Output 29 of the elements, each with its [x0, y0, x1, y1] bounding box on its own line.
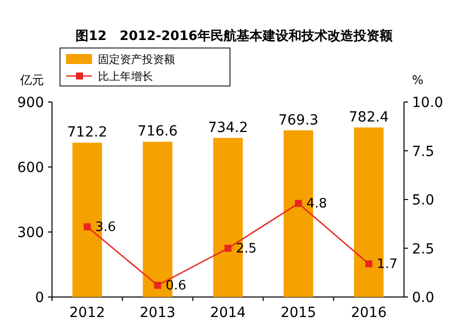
data-label: 782.4: [348, 109, 389, 126]
point: [154, 282, 162, 289]
legend-label: 比上年增长: [98, 70, 153, 83]
x-tick-label: 2013: [140, 305, 176, 321]
point: [294, 200, 302, 207]
data-label: 769.3: [278, 112, 318, 128]
y2-tick-label: 7.5: [412, 144, 434, 160]
legend-label: 固定资产投资额: [98, 53, 175, 66]
y-tick-label: 0: [35, 290, 44, 306]
point: [84, 223, 91, 230]
point: [365, 260, 372, 268]
y-axis-title: 亿元: [19, 73, 44, 87]
x-tick-label: 2015: [280, 305, 316, 321]
y2-tick-label: 5.0: [412, 192, 434, 208]
x-tick-label: 2016: [350, 305, 387, 321]
y-tick-label: 300: [17, 225, 44, 241]
y2-axis-title: %: [412, 73, 424, 87]
data-label: 734.2: [208, 120, 248, 136]
chart-title: 图12 2012-2016年民航基本建设和技术改造投资额: [76, 28, 394, 44]
data-label: 712.2: [67, 124, 108, 141]
y-tick-label: 600: [17, 160, 44, 176]
point: [224, 244, 232, 252]
y2-tick-label: 0.0: [412, 290, 434, 306]
data-label: 716.6: [138, 124, 178, 140]
y2-tick-label: 2.5: [412, 241, 434, 258]
x-tick-label: 2014: [210, 305, 246, 321]
x-tick-label: 2012: [69, 305, 106, 321]
y-tick-label: 900: [17, 95, 44, 111]
y2-tick-label: 10.0: [412, 95, 444, 111]
